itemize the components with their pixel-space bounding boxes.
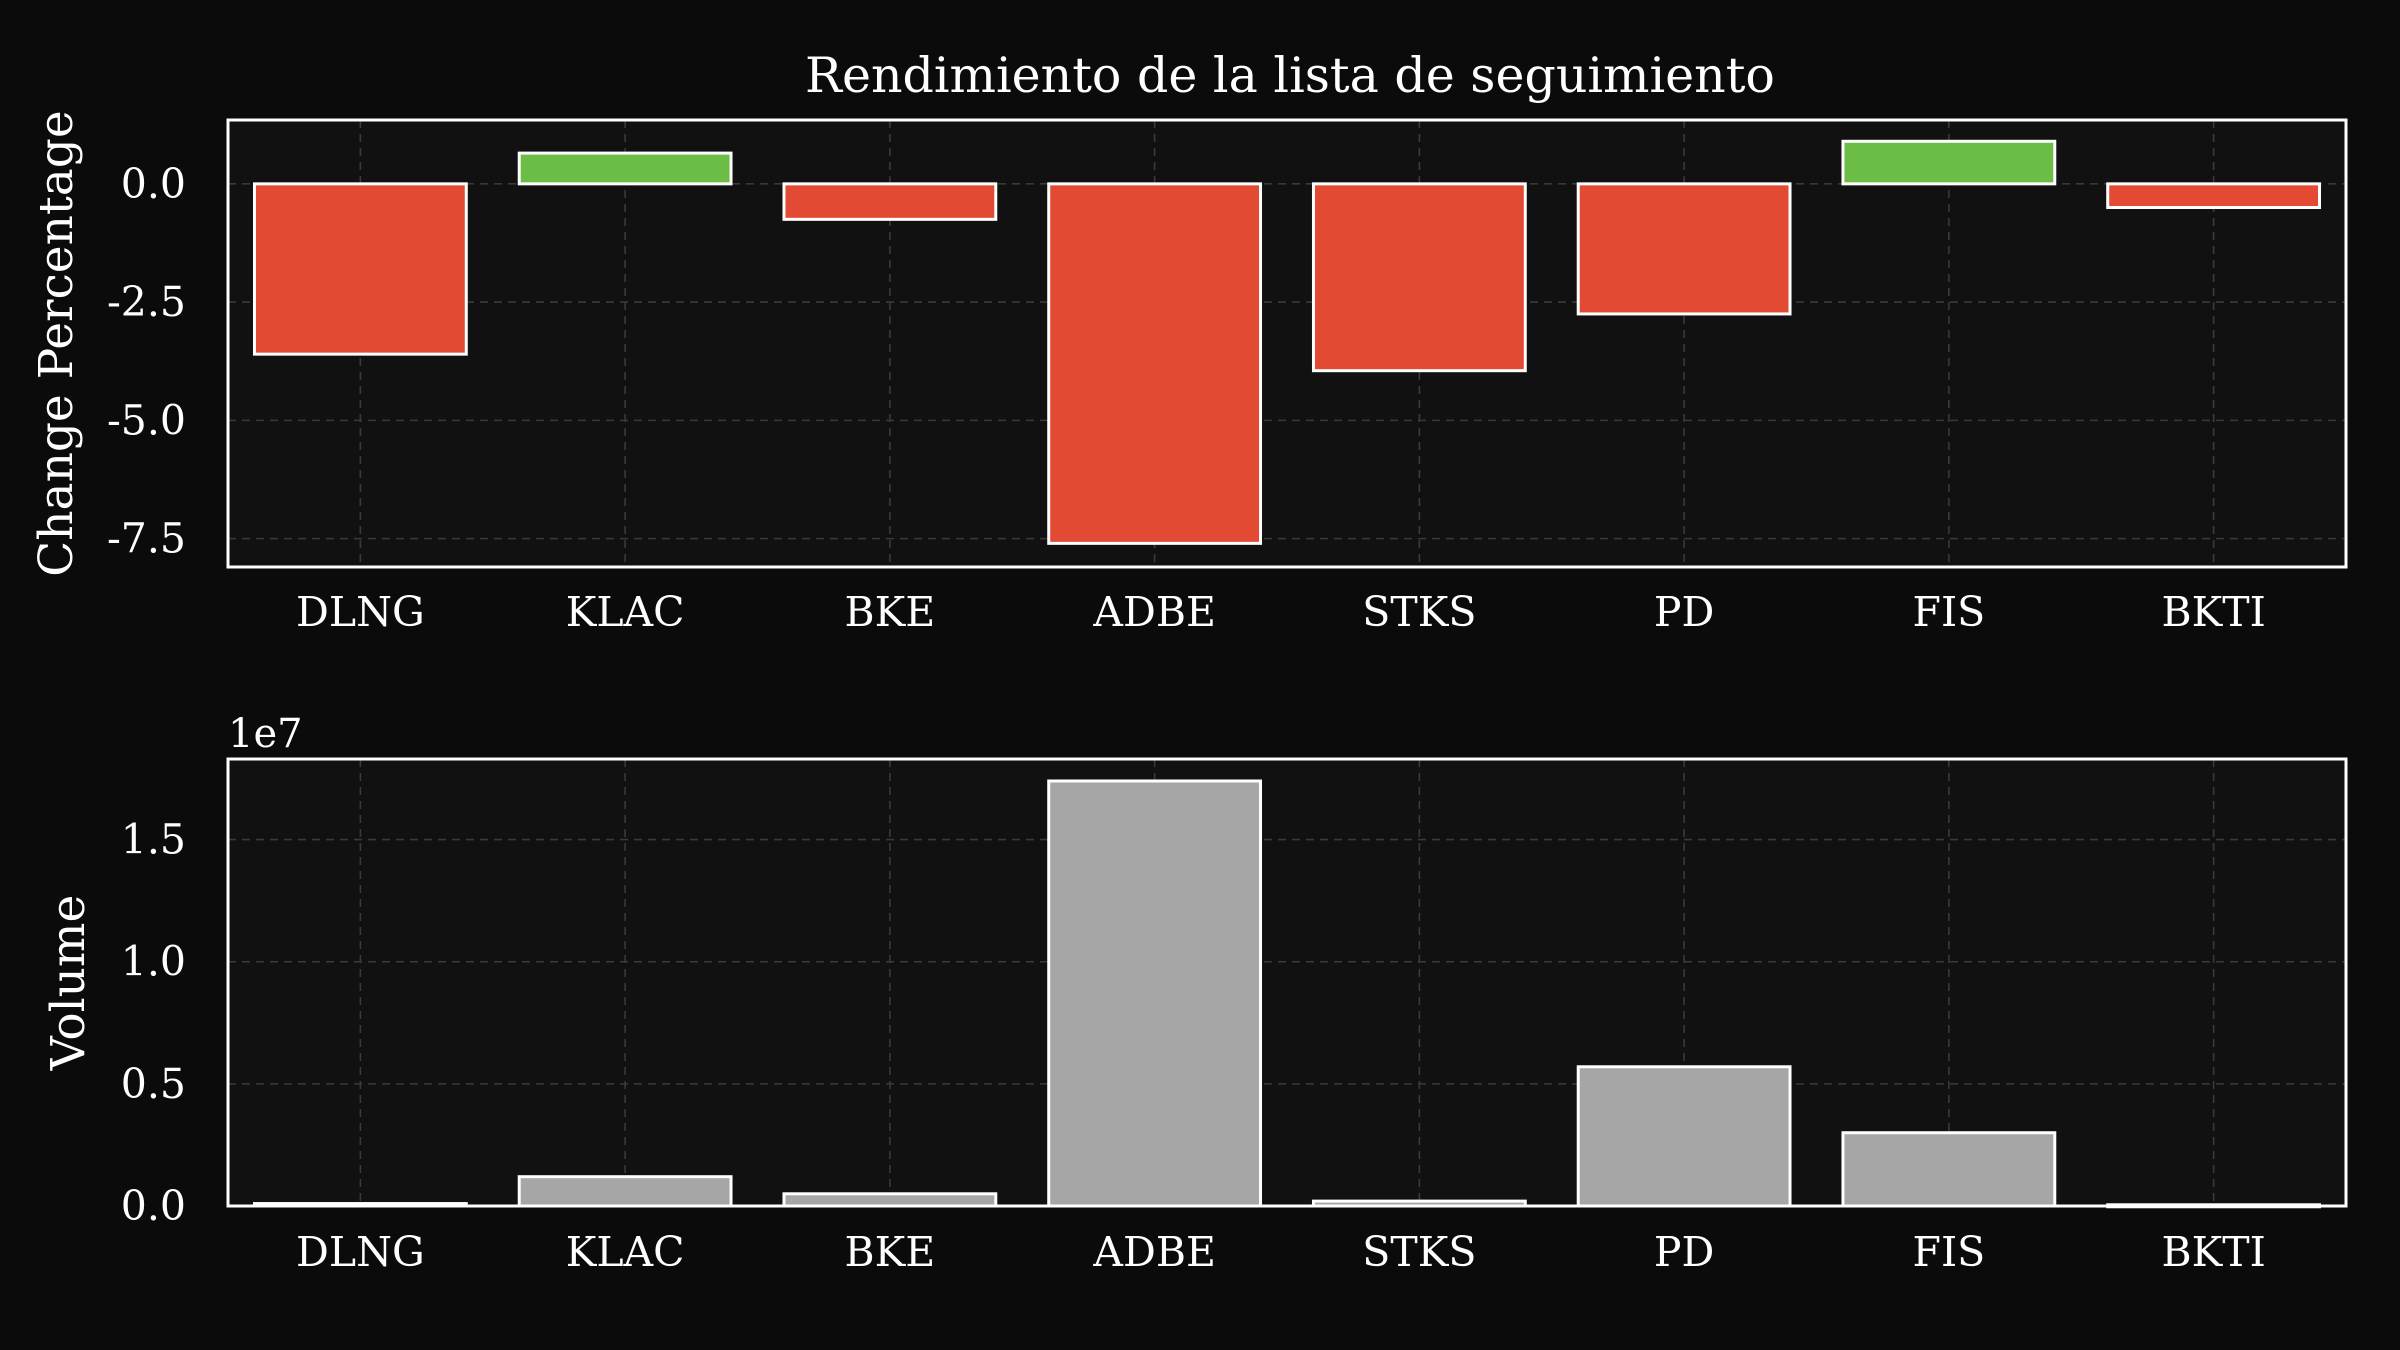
- change-x-tick-label: FIS: [1913, 588, 1986, 636]
- volume-scale-label: 1e7: [228, 711, 303, 757]
- change-y-tick-label: -2.5: [107, 278, 186, 326]
- chart-title: Rendimiento de la lista de seguimiento: [805, 47, 1775, 104]
- change-bar-bke: [782, 182, 998, 221]
- change-x-tick-label: STKS: [1362, 588, 1476, 636]
- change-plot-area: [228, 120, 2346, 567]
- volume-panel: 0.0 0.5 1.0 1.5 DLNG KLAC BKE ADBE STKS PD FIS BKTI…: [41, 711, 2348, 1276]
- change-x-tick-label: ADBE: [1092, 588, 1216, 636]
- volume-x-tick-label: BKE: [845, 1228, 936, 1276]
- volume-y-tick-label: 1.5: [121, 816, 186, 864]
- change-y-tick-label: -5.0: [107, 396, 186, 444]
- volume-x-tick-label: KLAC: [566, 1228, 685, 1276]
- change-x-tick-label: BKE: [845, 588, 936, 636]
- volume-x-tick-label: BKTI: [2161, 1228, 2265, 1276]
- volume-y-tick-label: 1.0: [121, 938, 186, 986]
- change-bar-dlng: [252, 182, 468, 356]
- volume-y-axis-label: Volume: [41, 895, 96, 1072]
- volume-bar-adbe: [1047, 779, 1263, 1208]
- volume-bar-pd: [1576, 1065, 1792, 1208]
- volume-x-tick-label: ADBE: [1092, 1228, 1216, 1276]
- change-x-tick-label: KLAC: [566, 588, 685, 636]
- change-bar-pd: [1576, 182, 1792, 316]
- change-percentage-panel: 0.0 -2.5 -5.0 -7.5 DLNG KLAC BKE ADBE STKS PD FIS B…: [29, 110, 2348, 636]
- change-x-tick-label: BKTI: [2161, 588, 2265, 636]
- volume-bar-klac: [517, 1175, 733, 1208]
- volume-x-tick-label: PD: [1654, 1228, 1714, 1276]
- volume-y-tick-label: 0.5: [121, 1060, 186, 1108]
- volume-plot-frame: [226, 757, 2348, 1208]
- change-y-axis-label: Change Percentage: [29, 110, 84, 576]
- volume-x-tick-label: STKS: [1362, 1228, 1476, 1276]
- volume-bar-fis: [1841, 1131, 2057, 1208]
- volume-bar-bke: [782, 1192, 998, 1208]
- change-bar-klac: [517, 151, 733, 186]
- change-y-tick-label: 0.0: [121, 160, 186, 208]
- change-bar-adbe: [1047, 182, 1263, 545]
- change-bar-fis: [1841, 139, 2057, 186]
- change-plot-frame: [226, 118, 2348, 569]
- volume-x-tick-label: DLNG: [296, 1228, 425, 1276]
- change-bar-stks: [1311, 182, 1527, 373]
- volume-x-tick-label: FIS: [1913, 1228, 1986, 1276]
- change-bar-bkti: [2106, 182, 2322, 210]
- volume-y-tick-label: 0.0: [121, 1182, 186, 1230]
- change-x-tick-label: DLNG: [296, 588, 425, 636]
- change-y-tick-label: -7.5: [107, 515, 186, 563]
- change-x-tick-label: PD: [1654, 588, 1714, 636]
